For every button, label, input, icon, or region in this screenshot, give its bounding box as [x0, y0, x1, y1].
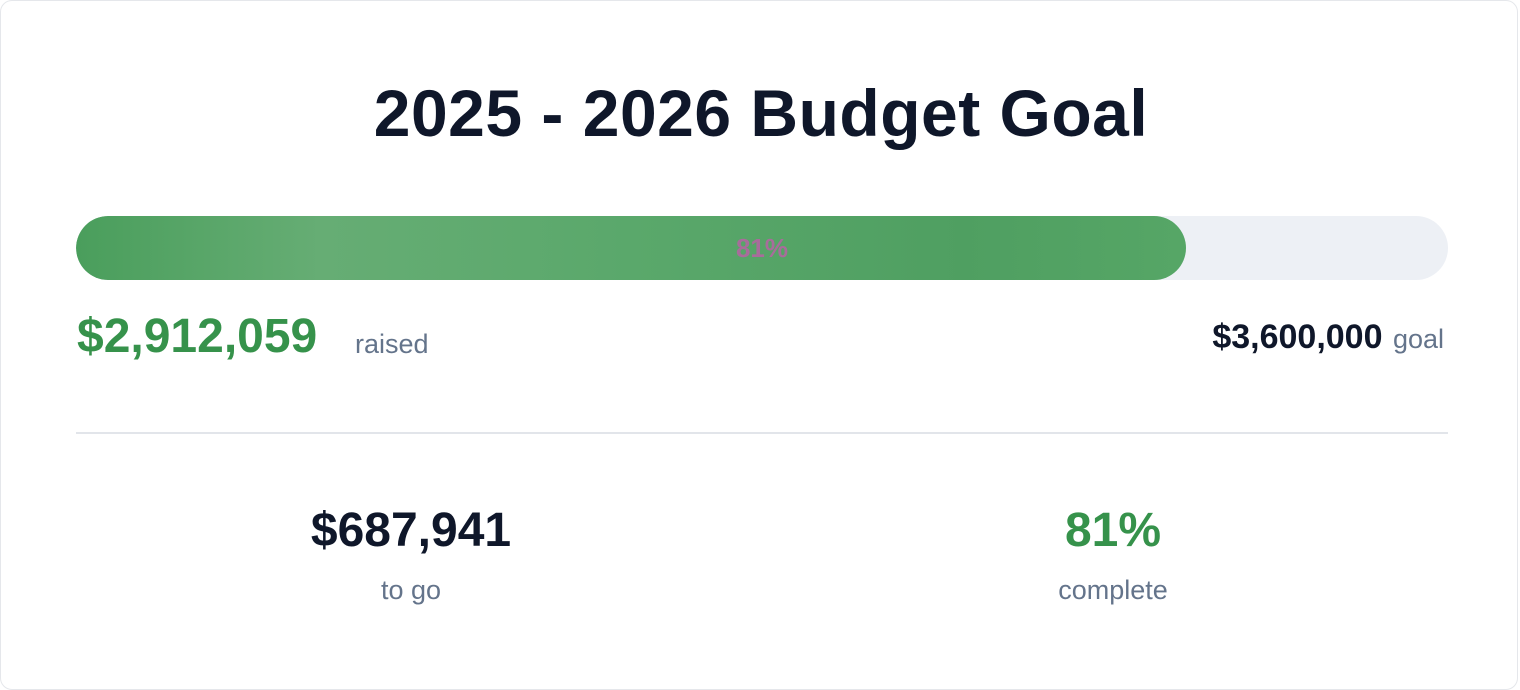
divider	[76, 432, 1448, 434]
stat-to-go: $687,941 to go	[161, 501, 661, 607]
raised-amount: $2,912,059	[77, 310, 318, 363]
complete-value: 81%	[1064, 504, 1162, 557]
goal-summary: $3,600,000 goal	[1212, 315, 1444, 366]
goal-label: goal	[1392, 324, 1444, 354]
raised-label: raised	[355, 329, 429, 359]
progress-bar: 81%	[76, 216, 1448, 280]
complete-label: complete	[1058, 575, 1168, 605]
to-go-label: to go	[380, 575, 442, 605]
progress-bar-fill	[76, 216, 1186, 280]
to-go-value: $687,941	[310, 504, 512, 557]
goal-amount: $3,600,000	[1212, 318, 1383, 356]
page-title: 2025 - 2026 Budget Goal	[373, 76, 1149, 150]
stat-complete: 81% complete	[863, 501, 1363, 607]
progress-percent-label: 81%	[735, 233, 789, 263]
